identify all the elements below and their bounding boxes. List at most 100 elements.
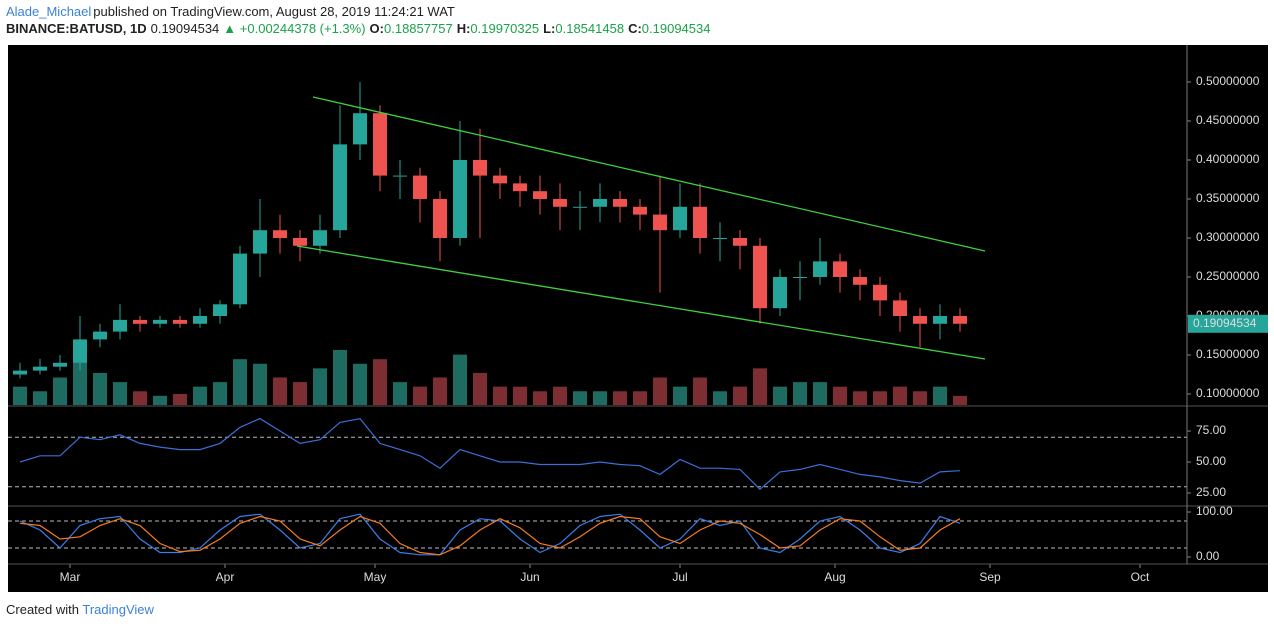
volume-bar [633, 391, 647, 405]
volume-bar [893, 386, 907, 405]
candle-body [113, 319, 127, 332]
candle-body [33, 366, 47, 371]
candle-body [93, 331, 107, 340]
volume-bar [613, 391, 627, 405]
volume-bar [773, 386, 787, 405]
trend-line [312, 96, 986, 252]
candle-body [753, 245, 767, 309]
y-tick-label: 0.00 [1196, 549, 1220, 563]
published: published on TradingView.com, August 28,… [93, 4, 455, 19]
brand[interactable]: TradingView [82, 602, 154, 617]
volume-bar [133, 391, 147, 405]
candle-body [833, 261, 847, 277]
price: 0.19094534 [150, 21, 220, 36]
footer: Created with TradingView [6, 602, 154, 617]
candle-body [653, 214, 667, 231]
y-tick-label: 100.00 [1196, 504, 1233, 518]
candle-body [153, 319, 167, 324]
candle-body [673, 206, 687, 231]
volume-bar [673, 386, 687, 405]
x-tick-label: Sep [979, 570, 1001, 584]
candle-body [533, 191, 547, 199]
volume-bar [833, 386, 847, 405]
candle-body [293, 237, 307, 246]
y-tick-label: 0.50000000 [1196, 74, 1260, 88]
volume-bar [573, 391, 587, 405]
x-tick-label: Jul [672, 570, 687, 584]
volume-bar [273, 377, 287, 405]
x-tick-label: Jun [520, 570, 539, 584]
chart: 0.100000000.150000000.200000000.25000000… [8, 45, 1268, 592]
volume-bar [453, 354, 467, 405]
volume-bar [953, 395, 967, 405]
volume-bar [193, 386, 207, 405]
volume-bar [653, 377, 667, 405]
candle-body [53, 362, 67, 367]
candle-body [413, 175, 427, 199]
candle-body [453, 159, 467, 238]
volume-bar [33, 391, 47, 405]
y-tick-label: 75.00 [1196, 423, 1226, 437]
ohlc: O:0.18857757 H:0.19970325 L:0.18541458 C:0.… [370, 21, 715, 36]
last-price-box [1188, 314, 1268, 333]
y-tick-label: 25.00 [1196, 485, 1226, 499]
indicator-line [19, 513, 961, 556]
candle-body [513, 183, 527, 192]
volume-bar [313, 368, 327, 405]
ohlc-value: 0.18541458 [555, 21, 625, 36]
volume-bar [853, 391, 867, 405]
volume-bar [733, 386, 747, 405]
volume-bar [913, 391, 927, 405]
volume-bar [213, 382, 227, 405]
chart-background [8, 45, 1268, 592]
candle-body [873, 284, 887, 301]
volume-bar [593, 391, 607, 405]
y-tick-label: 50.00 [1196, 454, 1226, 468]
candle-body [473, 159, 487, 176]
candle-body [73, 339, 87, 363]
y-tick-label: 0.45000000 [1196, 113, 1260, 127]
y-tick-label: 0.25000000 [1196, 269, 1260, 283]
footer-text: Created with [6, 602, 79, 617]
ohlc-value: 0.19094534 [641, 21, 711, 36]
volume-bar [393, 382, 407, 405]
candle-body [693, 206, 707, 238]
volume-bar [233, 359, 247, 405]
volume-bar [333, 350, 347, 405]
x-tick-label: May [364, 570, 387, 584]
volume-bar [693, 377, 707, 405]
candle-body [953, 315, 967, 324]
volume-bar [293, 382, 307, 405]
candle-body [253, 230, 267, 254]
ohlc-value: 0.18857757 [384, 21, 453, 36]
trend-line [296, 245, 986, 360]
x-tick-label: Mar [60, 570, 81, 584]
y-tick-label: 0.35000000 [1196, 191, 1260, 205]
volume-bar [793, 382, 807, 405]
candle-body [373, 113, 387, 176]
y-tick-label: 0.30000000 [1196, 230, 1260, 244]
candle-body [713, 237, 727, 239]
ohlc-label: C: [628, 21, 642, 36]
volume-bar [253, 363, 267, 405]
volume-bar [533, 391, 547, 405]
candle-body [353, 113, 367, 145]
candle-body [933, 315, 947, 324]
candle-body [853, 276, 867, 285]
volume-bar [93, 372, 107, 405]
volume-bar [153, 395, 167, 405]
x-tick-label: Oct [1131, 570, 1150, 584]
candle-body [273, 230, 287, 238]
volume-bar [413, 386, 427, 405]
volume-bar [493, 386, 507, 405]
volume-bar [553, 386, 567, 405]
author[interactable]: Alade_Michael [6, 4, 92, 19]
change: ▲ +0.00244378 (+1.3%) [223, 21, 366, 36]
candle-body [793, 276, 807, 278]
candle-body [913, 315, 927, 324]
candle-body [13, 370, 27, 375]
volume-bar [873, 391, 887, 405]
ohlc-label: O: [369, 21, 384, 36]
candle-body [893, 300, 907, 316]
